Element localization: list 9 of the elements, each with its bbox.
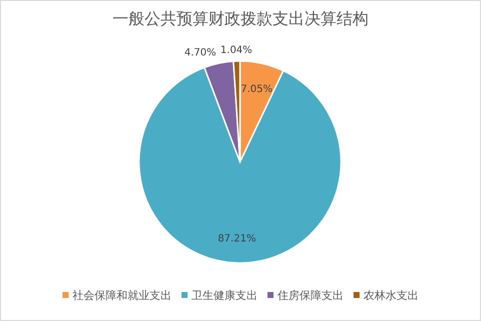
legend-label: 农林水支出 bbox=[364, 289, 418, 302]
legend-label: 住房保障支出 bbox=[278, 289, 344, 302]
legend-label: 社会保障和就业支出 bbox=[72, 289, 172, 302]
data-label: 4.70% bbox=[184, 48, 216, 59]
data-label: 7.05% bbox=[240, 84, 273, 96]
data-label: 87.21% bbox=[218, 234, 256, 245]
legend-label: 卫生健康支出 bbox=[192, 289, 258, 302]
chart-title: 一般公共预算财政拨款支出决算结构 bbox=[112, 9, 368, 28]
data-label: 1.04% bbox=[220, 45, 252, 56]
